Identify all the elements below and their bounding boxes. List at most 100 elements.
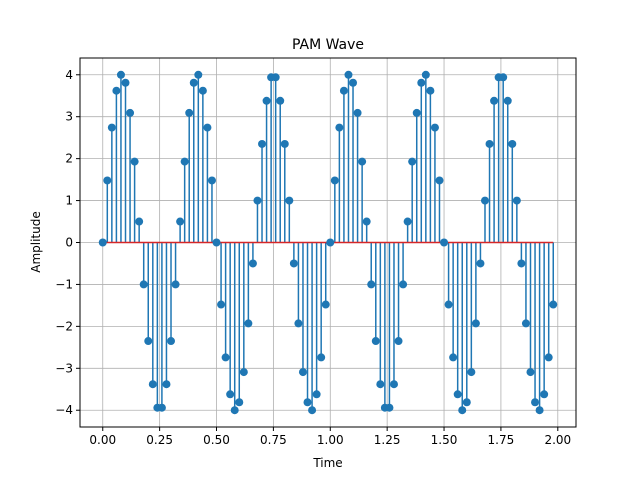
stem-marker [467, 368, 476, 377]
stem-marker [376, 380, 385, 389]
stem-marker [371, 337, 380, 346]
stem-marker [180, 157, 189, 166]
stem-marker [408, 157, 417, 166]
stem-marker [490, 96, 499, 105]
stem-marker [476, 259, 485, 268]
stem-marker [189, 78, 198, 87]
y-tick-label: 4 [65, 68, 73, 82]
stem-marker [294, 319, 303, 328]
stem-marker [549, 300, 558, 309]
stem-marker [521, 319, 530, 328]
stem-marker [235, 398, 244, 407]
stem-marker [430, 123, 439, 132]
stem-marker [171, 280, 180, 289]
stem-marker [248, 259, 257, 268]
stem-marker [440, 238, 449, 247]
stem-marker [308, 406, 317, 415]
x-tick-label: 0.00 [89, 433, 116, 447]
stem-marker [362, 217, 371, 226]
stem-marker [517, 259, 526, 268]
stem-marker [144, 337, 153, 346]
stem-marker [139, 280, 148, 289]
stem-marker [531, 398, 540, 407]
stem-marker [339, 86, 348, 95]
stem-marker [540, 390, 549, 399]
stem-marker [239, 368, 248, 377]
stem-marker [535, 406, 544, 415]
stem-marker [298, 368, 307, 377]
x-tick-label: 1.75 [488, 433, 515, 447]
stem-marker [203, 123, 212, 132]
stem-marker [508, 139, 517, 148]
stem-marker [121, 78, 130, 87]
tick-layer: 0.00 0.25 0.50 0.75 1.00 1.25 1.50 1.75 2.00 −4 −3… [55, 68, 571, 447]
stem-marker [435, 176, 444, 185]
stem-marker [207, 176, 216, 185]
stem-marker [526, 368, 535, 377]
marker-layer [98, 70, 558, 415]
stem-marker [321, 300, 330, 309]
stem-marker [349, 78, 358, 87]
stem-marker [162, 380, 171, 389]
y-tick-label: −1 [55, 277, 73, 291]
x-tick-label: 0.75 [260, 433, 287, 447]
stem-marker [512, 196, 521, 205]
stem-marker [271, 73, 280, 82]
stem-marker [126, 108, 135, 117]
stem-marker [462, 398, 471, 407]
stem-marker [130, 157, 139, 166]
stem-marker [344, 70, 353, 79]
stem-marker [148, 380, 157, 389]
stem-marker [167, 337, 176, 346]
y-tick-label: −2 [55, 319, 73, 333]
stem-marker [317, 353, 326, 362]
stem-marker [417, 78, 426, 87]
y-tick-label: 1 [65, 194, 73, 208]
stem-marker [412, 108, 421, 117]
stem-marker [480, 196, 489, 205]
stem-marker [449, 353, 458, 362]
y-axis-label: Amplitude [29, 211, 43, 273]
stem-marker [444, 300, 453, 309]
stem-marker [453, 390, 462, 399]
stem-marker [426, 86, 435, 95]
stem-marker [185, 108, 194, 117]
x-tick-label: 2.00 [544, 433, 571, 447]
stem-marker [157, 403, 166, 412]
stem-layer [106, 74, 554, 411]
y-tick-label: −4 [55, 403, 73, 417]
stem-marker [303, 398, 312, 407]
stem-marker [176, 217, 185, 226]
stem-marker [103, 176, 112, 185]
stem-marker [221, 353, 230, 362]
stem-marker [458, 406, 467, 415]
stem-marker [280, 139, 289, 148]
stem-marker [230, 406, 239, 415]
y-tick-label: 2 [65, 152, 73, 166]
stem-marker [326, 238, 335, 247]
stem-marker [394, 337, 403, 346]
stem-marker [312, 390, 321, 399]
stem-marker [389, 380, 398, 389]
stem-marker [367, 280, 376, 289]
stem-marker [499, 73, 508, 82]
y-tick-label: −3 [55, 361, 73, 375]
stem-marker [330, 176, 339, 185]
stem-marker [217, 300, 226, 309]
stem-marker [358, 157, 367, 166]
stem-marker [107, 123, 116, 132]
stem-marker [421, 70, 430, 79]
y-tick-label: 3 [65, 110, 73, 124]
stem-marker [471, 319, 480, 328]
stem-marker [258, 139, 267, 148]
stem-marker [353, 108, 362, 117]
stem-marker [253, 196, 262, 205]
stem-marker [285, 196, 294, 205]
stem-marker [212, 238, 221, 247]
stem-marker [276, 96, 285, 105]
x-tick-label: 0.50 [203, 433, 230, 447]
x-tick-label: 0.25 [146, 433, 173, 447]
stem-marker [403, 217, 412, 226]
